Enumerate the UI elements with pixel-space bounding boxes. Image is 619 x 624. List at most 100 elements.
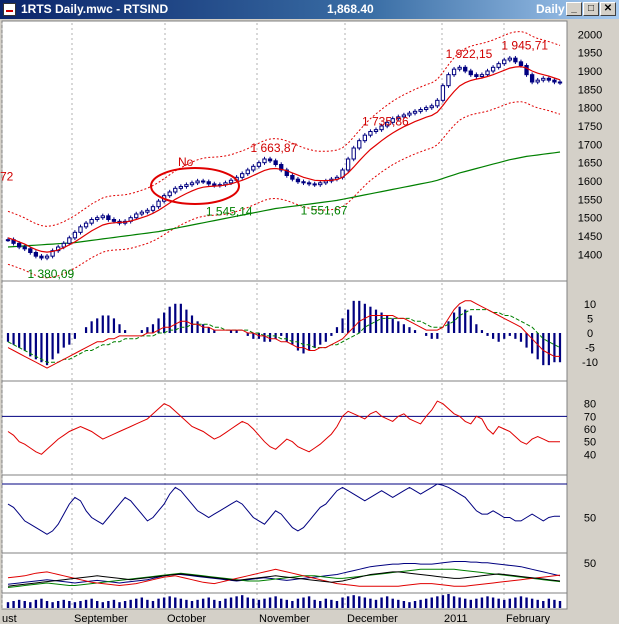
candle-body <box>240 173 245 178</box>
x-label-0: ust <box>2 613 17 624</box>
highlight-ellipse <box>150 167 240 205</box>
candle-body <box>529 74 535 83</box>
price-tick-2000: 2000 <box>578 29 602 41</box>
candle-body <box>28 248 33 253</box>
candle-body <box>44 255 50 259</box>
candle-body <box>351 147 356 160</box>
candle-body <box>546 77 552 81</box>
candle-body <box>379 125 384 131</box>
candle-body <box>390 118 395 123</box>
price-tick-1800: 1800 <box>578 103 602 115</box>
candle-body <box>95 217 100 221</box>
volume-panel <box>6 594 562 608</box>
candle-body <box>496 63 501 68</box>
price-annotation-0: 72 <box>0 170 14 184</box>
candle-body <box>290 175 295 180</box>
candle-body <box>474 74 479 78</box>
stoch-tick-50: 50 <box>584 513 596 525</box>
dmi-panel <box>7 561 561 588</box>
price-annotation-5: 1 551,67 <box>301 203 348 217</box>
candle-body <box>524 65 529 76</box>
candle-body <box>457 66 462 70</box>
short-moving-average <box>7 65 561 253</box>
dmi-tick-50: 50 <box>584 558 596 570</box>
candle-body <box>72 231 78 239</box>
candle-body <box>145 209 150 213</box>
candle-body <box>318 182 323 186</box>
candle-body <box>412 110 418 114</box>
candle-body <box>16 242 22 248</box>
plot-area <box>1 20 568 610</box>
candle-body <box>306 182 312 185</box>
candle-body <box>463 66 468 72</box>
candle-body <box>189 182 195 186</box>
candle-body <box>173 187 178 193</box>
candle-body <box>262 158 267 164</box>
price-annotation-2: No <box>178 155 194 169</box>
price-annotation-6: 1 735,86 <box>362 115 409 129</box>
candle-body <box>490 66 496 72</box>
x-axis: ust September October November December 2011 F… <box>2 613 551 624</box>
dmi-series-1 <box>7 568 561 588</box>
candle-body <box>418 109 423 112</box>
stochastic-panel <box>2 483 567 535</box>
price-tick-1450: 1450 <box>578 231 602 243</box>
candle-body <box>485 70 490 76</box>
candle-body <box>184 184 189 188</box>
candle-body <box>312 183 317 186</box>
candle-body <box>139 211 144 215</box>
candle-body <box>401 114 407 118</box>
candle-body <box>78 226 83 233</box>
lower-band <box>7 101 561 279</box>
candle-body <box>228 179 234 184</box>
rsi-line <box>7 400 560 455</box>
candle-body <box>535 79 540 83</box>
candle-body <box>206 181 211 185</box>
macd-tick-5: 5 <box>587 313 593 325</box>
candle-body <box>5 239 11 242</box>
rsi-panel <box>2 400 567 455</box>
x-label-1: September <box>74 613 128 624</box>
price-annotation-8: 1 945,71 <box>501 38 548 52</box>
price-annotation-4: 1 663,87 <box>250 141 297 155</box>
candle-body <box>106 215 111 220</box>
candle-body <box>22 246 27 250</box>
candle-body <box>245 169 250 175</box>
minimize-button[interactable]: _ <box>566 2 582 16</box>
x-label-5: 2011 <box>444 613 468 624</box>
candle-body <box>67 237 72 244</box>
candle-body <box>295 178 301 183</box>
candle-body <box>301 181 306 184</box>
chart-canvas[interactable]: 72 1 380,09 No 1 545,14 1 663,87 1 551,67 1 73… <box>0 19 619 624</box>
candle-body <box>368 131 373 136</box>
price-tick-1950: 1950 <box>578 48 602 60</box>
candle-body <box>362 134 368 142</box>
close-button[interactable]: ✕ <box>600 2 616 16</box>
macd-line <box>7 300 560 369</box>
chart-app-icon <box>3 3 16 16</box>
candle-body <box>100 215 105 219</box>
dmi-series-0 <box>7 561 561 585</box>
price-annotation-1: 1 380,09 <box>27 267 74 281</box>
window-titlebar[interactable]: 1RTS Daily.mwc - RTSIND 1,868.40 Daily _… <box>0 0 619 19</box>
maximize-button[interactable]: □ <box>583 2 599 16</box>
price-tick-1500: 1500 <box>578 213 602 225</box>
macd-signal-line <box>7 309 561 363</box>
candle-body <box>279 164 284 171</box>
stoch-line <box>7 483 560 535</box>
rsi-tick-40: 40 <box>584 449 596 461</box>
price-annotation-3: 1 545,14 <box>206 205 253 219</box>
candle-body <box>284 169 289 176</box>
candle-body <box>557 81 563 84</box>
price-tick-1400: 1400 <box>578 249 602 261</box>
candle-body <box>267 158 273 162</box>
x-label-4: December <box>347 613 398 624</box>
price-tick-1600: 1600 <box>578 176 602 188</box>
price-annotation-7: 1 922,15 <box>446 47 493 61</box>
candle-body <box>195 180 200 184</box>
candle-body <box>518 61 524 66</box>
candle-body <box>39 255 44 259</box>
candle-body <box>451 68 457 76</box>
candle-body <box>33 252 39 257</box>
candle-body <box>440 85 446 101</box>
